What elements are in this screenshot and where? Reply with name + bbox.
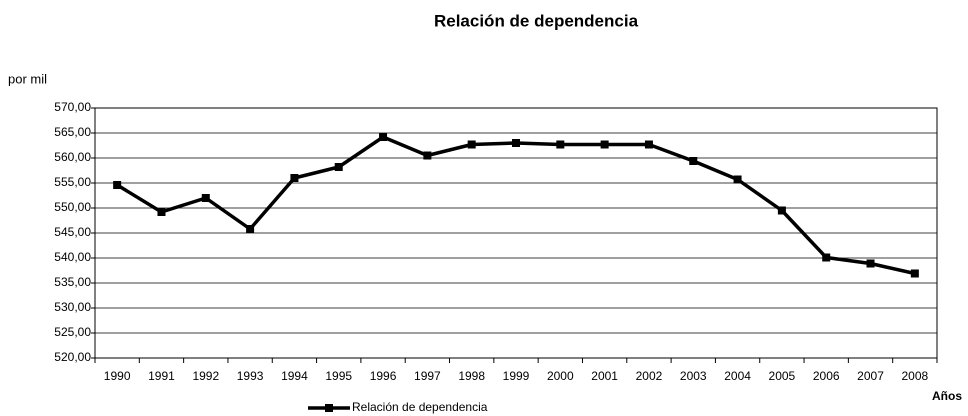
data-point: [733, 175, 742, 184]
x-tick-label: 2002: [636, 369, 663, 383]
x-tick-label: 2006: [813, 369, 840, 383]
y-tick-label: 545,00: [54, 225, 91, 239]
y-tick-label: 540,00: [54, 250, 91, 264]
y-tick-label: 520,00: [54, 350, 91, 364]
data-point: [379, 133, 388, 141]
data-point: [689, 157, 698, 165]
data-point: [467, 140, 476, 149]
x-tick-label: 1992: [192, 369, 219, 383]
data-point: [157, 208, 166, 216]
x-tick-label: 2003: [680, 369, 707, 383]
legend-marker: [325, 404, 333, 412]
data-point: [423, 151, 432, 160]
y-tick-label: 560,00: [54, 150, 91, 164]
data-point: [822, 253, 831, 262]
x-tick-label: 1993: [237, 369, 264, 383]
y-axis-label: por mil: [8, 71, 47, 86]
y-tick-label: 565,00: [54, 125, 91, 139]
data-point: [777, 206, 786, 215]
x-tick-label: 1999: [503, 369, 530, 383]
x-tick-label: 2000: [547, 369, 574, 383]
x-tick-label: 1998: [458, 369, 485, 383]
data-point: [600, 140, 609, 149]
x-tick-label: 2007: [857, 369, 884, 383]
x-tick-label: 2004: [724, 369, 751, 383]
chart-title: Relación de dependencia: [434, 11, 639, 30]
y-tick-label: 555,00: [54, 175, 91, 189]
y-tick-label: 530,00: [54, 300, 91, 314]
plot-area: [94, 107, 938, 359]
x-tick-label: 2008: [901, 369, 928, 383]
data-point: [556, 140, 565, 149]
data-point: [866, 259, 875, 268]
legend-label: Relación de dependencia: [352, 400, 488, 414]
data-point: [644, 140, 653, 149]
y-tick-label: 550,00: [54, 200, 91, 214]
x-tick-label: 1991: [148, 369, 175, 383]
x-tick-label: 1996: [370, 369, 397, 383]
x-tick-label: 1990: [104, 369, 131, 383]
x-tick-label: 1995: [325, 369, 352, 383]
x-tick-label: 1997: [414, 369, 441, 383]
data-point: [290, 174, 299, 182]
y-tick-label: 535,00: [54, 275, 91, 289]
data-point: [246, 225, 255, 233]
x-tick-label: 1994: [281, 369, 308, 383]
data-point: [201, 194, 210, 202]
data-point: [512, 139, 520, 147]
data-point: [334, 163, 343, 171]
x-tick-label: 2005: [769, 369, 796, 383]
data-point: [910, 269, 919, 278]
x-axis-label: Años: [932, 389, 962, 403]
y-tick-label: 570,00: [54, 100, 91, 114]
x-tick-label: 2001: [591, 369, 618, 383]
y-tick-label: 525,00: [54, 325, 91, 339]
data-point: [113, 181, 122, 189]
data-line: [116, 135, 916, 276]
